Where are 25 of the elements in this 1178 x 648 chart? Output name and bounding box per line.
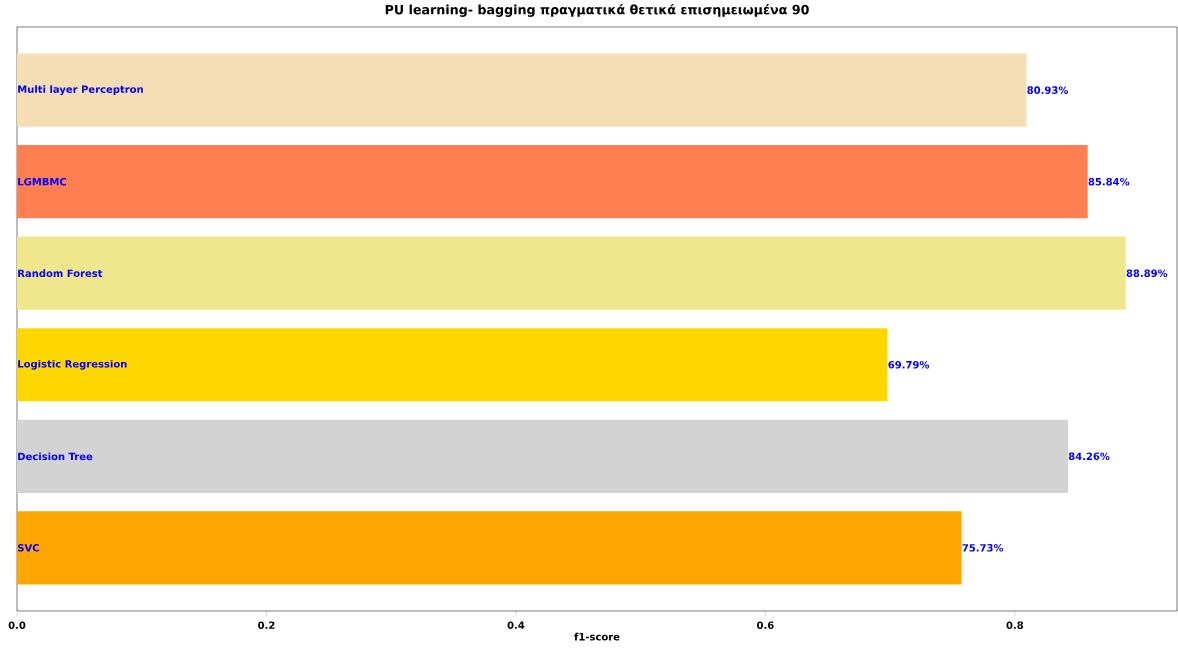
x-axis-title: f1-score bbox=[574, 632, 620, 641]
data-label: 80.93% bbox=[1027, 86, 1069, 94]
chart-title: PU learning- bagging πραγματικά θετικά επισημειωμένα 90 bbox=[385, 4, 809, 17]
data-label: 69.79% bbox=[888, 360, 930, 369]
y-tick-label: SVC bbox=[17, 544, 39, 552]
y-tick-label: Logistic Regression bbox=[18, 359, 127, 370]
bar bbox=[17, 328, 888, 402]
bar bbox=[17, 53, 1027, 127]
bar bbox=[17, 419, 1068, 493]
y-tick-label: Multi layer Perceptron bbox=[18, 85, 143, 96]
data-label: 88.89% bbox=[1126, 269, 1168, 278]
data-label: 84.26% bbox=[1068, 452, 1110, 461]
bar bbox=[17, 511, 962, 585]
y-tick-label: Decision Tree bbox=[18, 452, 93, 461]
x-tick-label: 0.2 bbox=[258, 621, 275, 629]
bar bbox=[17, 145, 1088, 219]
data-label: 75.73% bbox=[962, 544, 1004, 552]
data-label: 85.84% bbox=[1088, 177, 1130, 186]
x-tick-label: 0.4 bbox=[507, 621, 525, 629]
bar bbox=[17, 236, 1126, 310]
x-tick-label: 0.0 bbox=[8, 621, 26, 629]
y-tick-label: LGMBMC bbox=[18, 177, 67, 186]
x-tick-label: 0.8 bbox=[1006, 621, 1024, 629]
x-tick-label: 0.6 bbox=[757, 621, 774, 629]
y-tick-label: Random Forest bbox=[18, 269, 103, 278]
